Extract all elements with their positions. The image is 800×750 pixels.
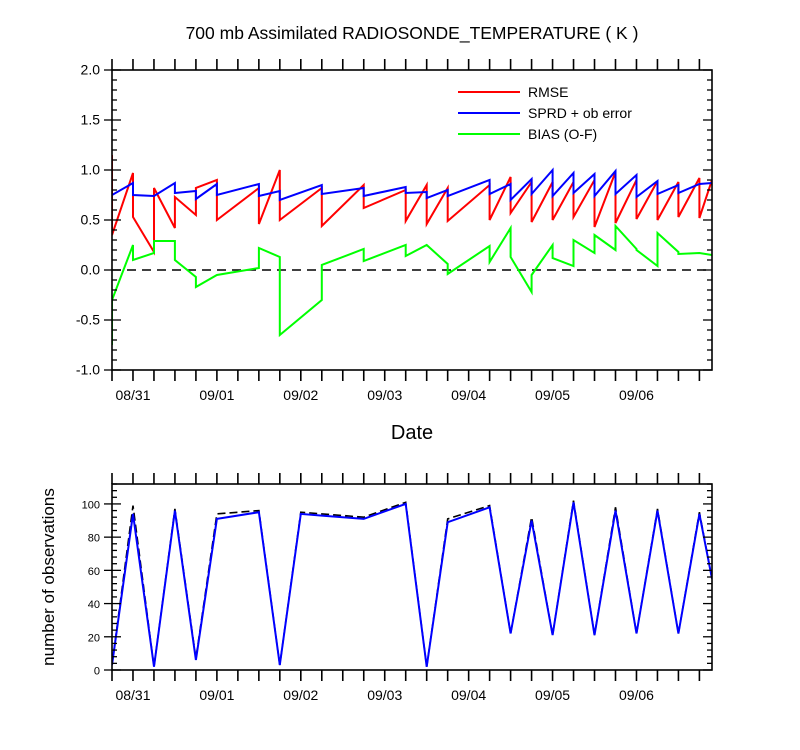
x-tick-label: 09/03	[367, 387, 402, 403]
x-tick-label: 09/01	[199, 387, 234, 403]
legend-label: BIAS (O-F)	[528, 126, 597, 142]
y-tick-label: -0.5	[76, 312, 100, 328]
x-tick-label: 09/06	[619, 387, 654, 403]
series-line-sprd-ob-error	[112, 167, 712, 203]
y-tick-label: 60	[88, 566, 100, 578]
y-tick-label: 100	[82, 499, 100, 511]
x-tick-label: 09/02	[283, 687, 318, 703]
y-tick-label: -1.0	[76, 362, 100, 378]
y-tick-label: 0.5	[81, 212, 101, 228]
legend-label: SPRD + ob error	[528, 105, 632, 121]
x-tick-label: 08/31	[115, 687, 150, 703]
y-tick-label: 1.0	[81, 162, 101, 178]
y-tick-label: 2.0	[81, 62, 101, 78]
plot-frame	[111, 483, 713, 671]
chart-title: 700 mb Assimilated RADIOSONDE_TEMPERATUR…	[186, 23, 639, 44]
series-group	[112, 155, 712, 345]
series-group	[112, 500, 712, 667]
x-tick-label: 09/02	[283, 387, 318, 403]
y-tick-label: 80	[88, 533, 100, 545]
x-tick-label: 09/04	[451, 687, 486, 703]
y-tick-label: 1.5	[81, 112, 101, 128]
x-axis-label: Date	[391, 422, 433, 444]
x-tick-label: 08/31	[115, 387, 150, 403]
series-line-possible	[112, 500, 712, 667]
rmse-spread-bias-chart: -1.0 -0.5 0.0 0.5 1.0 1.5 2.0 08/31 09/01 09/02 09…	[76, 23, 713, 444]
series-line-assimilated	[112, 502, 712, 667]
x-tick-label: 09/03	[367, 687, 402, 703]
observation-count-chart: 0 20 40 60 80 100 08/31 09/01 09/02 09/03 09/04 09/…	[39, 473, 713, 703]
x-tick-label: 09/01	[199, 687, 234, 703]
series-line-bias-o-f-	[112, 223, 712, 345]
x-tick-label: 09/05	[535, 387, 570, 403]
y-tick-label: 40	[88, 599, 100, 611]
series-line-rmse	[112, 155, 712, 256]
x-tick-label: 09/04	[451, 387, 486, 403]
y-tick-label: 20	[88, 632, 100, 644]
y-axis-label: number of observations	[39, 488, 58, 666]
legend-label: RMSE	[528, 84, 568, 100]
y-tick-label: 0	[94, 666, 100, 678]
x-tick-label: 09/06	[619, 687, 654, 703]
y-tick-label: 0.0	[81, 262, 101, 278]
x-tick-label: 09/05	[535, 687, 570, 703]
